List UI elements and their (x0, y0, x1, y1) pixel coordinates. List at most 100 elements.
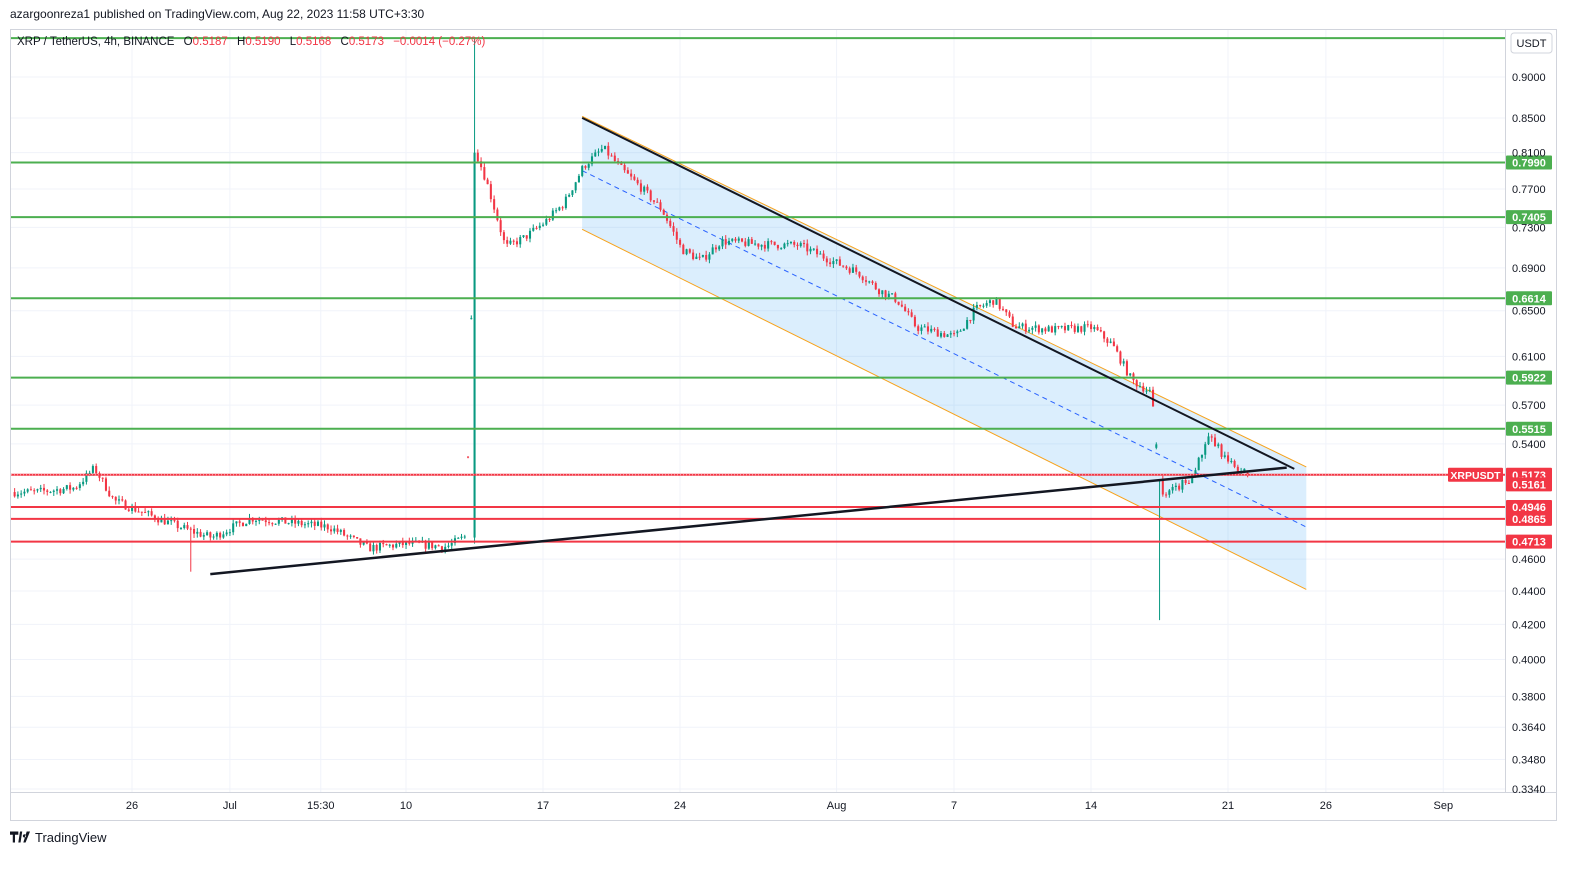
candle-body (85, 473, 88, 482)
candle-body (147, 511, 150, 513)
candle-body (450, 543, 453, 546)
candle-body (577, 175, 580, 183)
candle-body (69, 485, 72, 490)
candle-body (437, 545, 440, 547)
candle-body (72, 487, 75, 490)
candle-body (966, 320, 969, 329)
candle-body (385, 544, 388, 546)
candle-body (1119, 351, 1122, 364)
candle-body (842, 265, 845, 267)
candle-body (564, 196, 567, 209)
candle-body (639, 183, 642, 192)
candle-body (542, 224, 545, 226)
tradingview-logo-icon (10, 831, 30, 843)
candle-body (46, 490, 49, 492)
y-tick-label: 0.4200 (1512, 619, 1546, 631)
candle-body (656, 201, 659, 203)
candle-body (587, 164, 590, 168)
candle-body (444, 546, 447, 551)
y-tick-label: 0.6900 (1512, 263, 1546, 275)
candle-body (558, 207, 561, 211)
candle-body (1165, 494, 1168, 496)
candle-body (1243, 468, 1246, 472)
y-tick-label: 0.4600 (1512, 554, 1546, 566)
candle-body (506, 240, 509, 244)
candle-body (1174, 485, 1177, 488)
close-value: 0.5173 (349, 36, 384, 48)
candle-body (483, 167, 486, 180)
candle-body (219, 532, 222, 538)
candle-body (323, 524, 326, 528)
candle-body (290, 519, 293, 524)
candle-body (258, 519, 261, 521)
candle-body (1034, 325, 1037, 328)
candle-body (206, 532, 209, 536)
candle-body (1015, 326, 1018, 329)
candle-body (1011, 316, 1014, 327)
grid-lines (11, 30, 1505, 792)
candle-body (604, 145, 607, 149)
candle-body (731, 238, 734, 241)
candle-body (763, 244, 766, 249)
candle-body (727, 240, 731, 245)
candle-body (463, 536, 466, 538)
candle-body (1230, 460, 1233, 462)
candle-body (424, 540, 427, 549)
axes: 0.9000 0.8500 0.8100 0.7700 0.7300 0.6900 0.65… (11, 30, 1556, 812)
candle-body (855, 267, 858, 272)
candle-body (659, 202, 662, 210)
candle-body (652, 200, 655, 202)
candle-body (646, 186, 649, 191)
candle-body (1076, 326, 1080, 332)
candle-body (881, 290, 884, 295)
x-tick-label: Sep (1433, 800, 1453, 812)
footer-brand[interactable]: TradingView (35, 829, 107, 845)
candle-body (780, 248, 783, 250)
candle-body (163, 517, 166, 525)
candle-body (887, 293, 890, 298)
y-tick-label: 0.5400 (1512, 439, 1546, 451)
currency-button[interactable]: USDT (1510, 32, 1553, 54)
symbol-line: XRP / TetherUS, 4h, BINANCE O0.5187 H0.5… (17, 36, 485, 48)
level-tag-bg (1506, 210, 1552, 225)
candle-body (1005, 309, 1008, 313)
candle-body (277, 520, 280, 524)
candle-body (515, 241, 518, 245)
y-tick-label: 0.8500 (1512, 113, 1546, 125)
candle-body (613, 155, 616, 161)
candle-body (692, 252, 695, 260)
candle-body (36, 489, 39, 491)
footer: TradingView (10, 828, 107, 846)
candle-body (271, 523, 274, 525)
symbol-tag: XRPUSDT (1450, 470, 1501, 482)
candle-body (496, 209, 499, 221)
candle-body (222, 534, 225, 538)
candle-body (1057, 326, 1060, 328)
y-tick-label: 0.6100 (1512, 351, 1546, 363)
candle-body (701, 255, 704, 257)
candle-body (548, 219, 551, 221)
candle-body (1236, 466, 1239, 473)
candle-body (985, 303, 988, 306)
candle-body (131, 505, 134, 511)
candle-body (228, 532, 231, 534)
candle-body (13, 492, 16, 497)
candle-body (757, 243, 760, 247)
candle-body (874, 283, 877, 290)
candle-body (153, 515, 156, 520)
candle-body (261, 519, 264, 521)
candle-body (705, 255, 708, 260)
candle-body (721, 239, 724, 247)
candle-body (1047, 326, 1050, 332)
candle-body (1181, 479, 1184, 490)
candle-body (209, 532, 212, 538)
change-value: −0.0014 (−0.27%) (393, 36, 485, 48)
candle-body (470, 318, 473, 320)
candle-body (936, 329, 939, 337)
level-tag-bg (1506, 499, 1552, 514)
channel-mid-line (581, 170, 1307, 528)
candle-body (864, 280, 868, 282)
currency-label: USDT (1517, 38, 1547, 50)
x-tick-label: 24 (674, 800, 686, 812)
